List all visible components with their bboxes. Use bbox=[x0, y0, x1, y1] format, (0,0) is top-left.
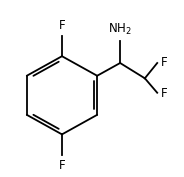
Text: F: F bbox=[160, 87, 167, 100]
Text: F: F bbox=[59, 19, 65, 32]
Text: NH$_2$: NH$_2$ bbox=[108, 22, 132, 37]
Text: F: F bbox=[59, 159, 65, 172]
Text: F: F bbox=[160, 56, 167, 69]
